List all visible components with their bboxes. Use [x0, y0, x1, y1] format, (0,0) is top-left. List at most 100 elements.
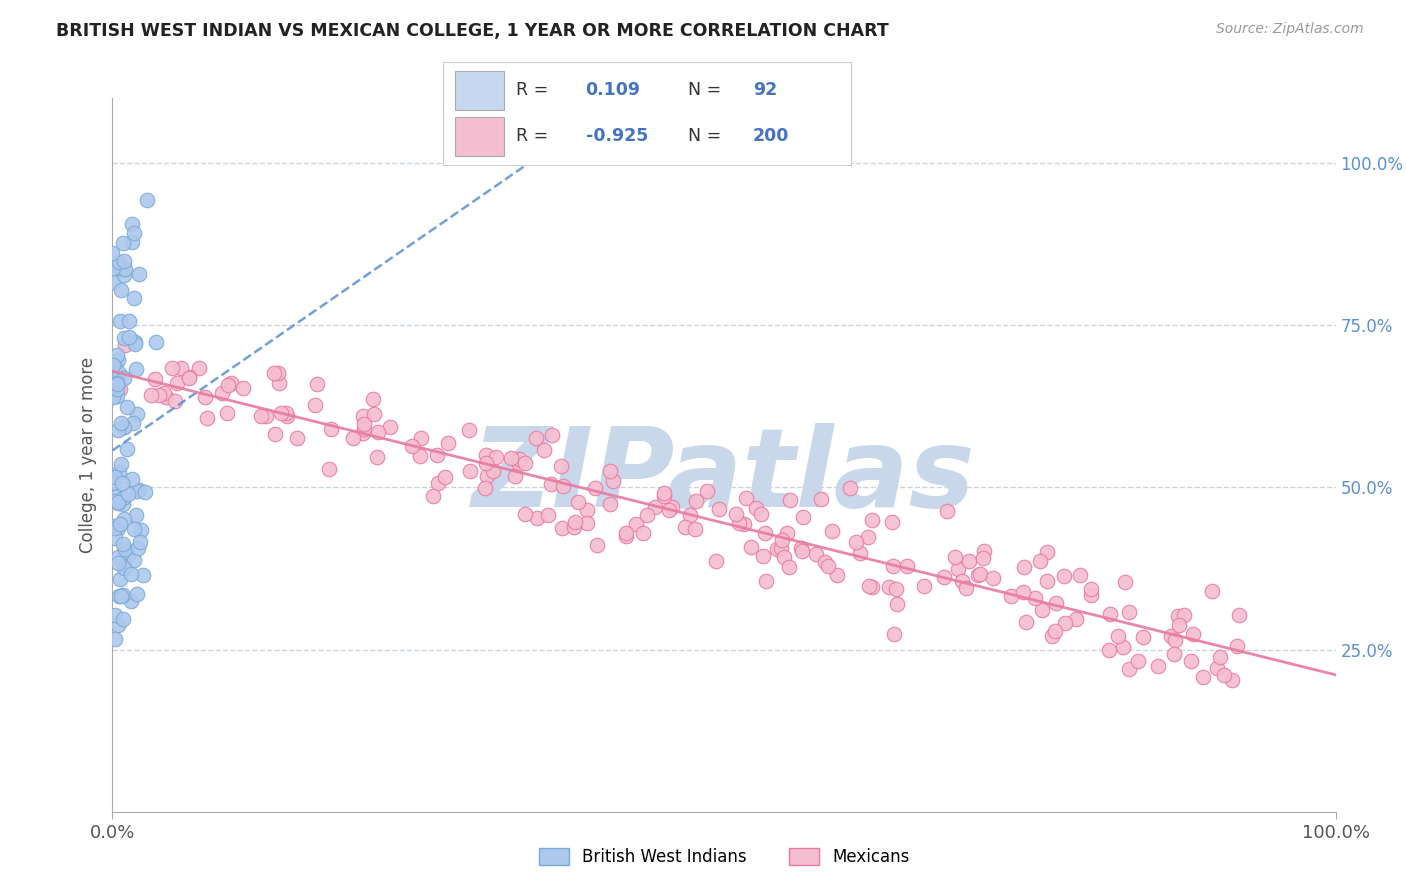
Point — [110, 283, 132, 297]
Point — [118, 329, 141, 343]
Point — [124, 553, 146, 567]
Point — [103, 366, 125, 380]
Point — [107, 521, 129, 535]
Point — [950, 574, 973, 588]
Point — [957, 553, 980, 567]
Point — [1024, 591, 1046, 606]
Point — [1212, 668, 1234, 682]
Point — [125, 484, 148, 499]
Text: -0.925: -0.925 — [585, 128, 648, 145]
Point — [886, 597, 908, 611]
Point — [526, 511, 548, 525]
Point — [115, 442, 138, 457]
Point — [626, 516, 648, 531]
Text: R =: R = — [516, 81, 548, 99]
Point — [1107, 629, 1129, 643]
Point — [973, 544, 995, 558]
Point — [540, 476, 562, 491]
Point — [217, 407, 239, 421]
Point — [654, 489, 676, 503]
Point — [1167, 618, 1189, 632]
Point — [426, 448, 449, 462]
Text: 200: 200 — [752, 128, 789, 145]
Point — [117, 400, 139, 414]
Point — [352, 409, 374, 423]
Point — [1036, 574, 1059, 589]
Point — [270, 406, 292, 420]
Point — [856, 530, 879, 544]
Point — [401, 439, 423, 453]
Point — [165, 394, 187, 409]
Point — [122, 522, 145, 536]
Point — [104, 607, 127, 622]
FancyBboxPatch shape — [456, 117, 503, 156]
Point — [814, 555, 837, 569]
Point — [540, 428, 562, 442]
Point — [475, 448, 498, 462]
Point — [114, 338, 136, 352]
Point — [107, 618, 129, 632]
Point — [128, 535, 150, 549]
Point — [353, 422, 375, 436]
Point — [194, 390, 217, 404]
Point — [524, 431, 547, 445]
Point — [1167, 608, 1189, 623]
Point — [1164, 632, 1187, 647]
Point — [575, 503, 598, 517]
Point — [107, 423, 129, 437]
Point — [378, 419, 401, 434]
Point — [103, 475, 125, 490]
Point — [114, 541, 136, 556]
Point — [537, 508, 560, 522]
Point — [1053, 569, 1076, 583]
Text: N =: N = — [688, 128, 721, 145]
Point — [981, 571, 1004, 585]
Point — [409, 449, 432, 463]
Point — [107, 496, 129, 510]
Point — [839, 481, 862, 495]
Point — [860, 513, 883, 527]
Point — [564, 515, 586, 529]
Point — [845, 534, 868, 549]
Text: N =: N = — [688, 81, 721, 99]
Point — [749, 508, 772, 522]
Point — [318, 461, 340, 475]
Point — [858, 578, 880, 592]
Point — [121, 472, 143, 486]
Point — [135, 194, 157, 208]
Point — [1043, 624, 1066, 639]
Point — [644, 500, 666, 515]
Point — [128, 267, 150, 281]
Point — [217, 378, 239, 392]
Point — [508, 457, 530, 471]
Point — [112, 331, 135, 345]
Point — [508, 451, 530, 466]
Point — [501, 451, 523, 466]
Point — [1220, 673, 1243, 687]
Point — [1069, 567, 1091, 582]
Point — [103, 632, 125, 647]
Point — [860, 580, 883, 594]
Point — [849, 546, 872, 560]
Point — [1180, 654, 1202, 668]
Text: BRITISH WEST INDIAN VS MEXICAN COLLEGE, 1 YEAR OR MORE CORRELATION CHART: BRITISH WEST INDIAN VS MEXICAN COLLEGE, … — [56, 22, 889, 40]
Point — [882, 559, 904, 574]
Point — [342, 431, 364, 445]
Point — [427, 476, 450, 491]
Point — [254, 409, 277, 424]
Point — [166, 376, 188, 390]
Point — [935, 503, 957, 517]
Point — [117, 548, 139, 562]
Point — [120, 594, 142, 608]
Point — [1012, 585, 1035, 599]
Point — [120, 566, 142, 581]
Point — [101, 358, 124, 372]
Point — [673, 520, 696, 534]
Point — [475, 456, 498, 470]
Point — [195, 411, 218, 425]
Point — [128, 483, 150, 497]
Text: ZIPatlas: ZIPatlas — [472, 423, 976, 530]
Point — [232, 381, 254, 395]
Point — [773, 549, 796, 564]
Point — [1209, 649, 1232, 664]
